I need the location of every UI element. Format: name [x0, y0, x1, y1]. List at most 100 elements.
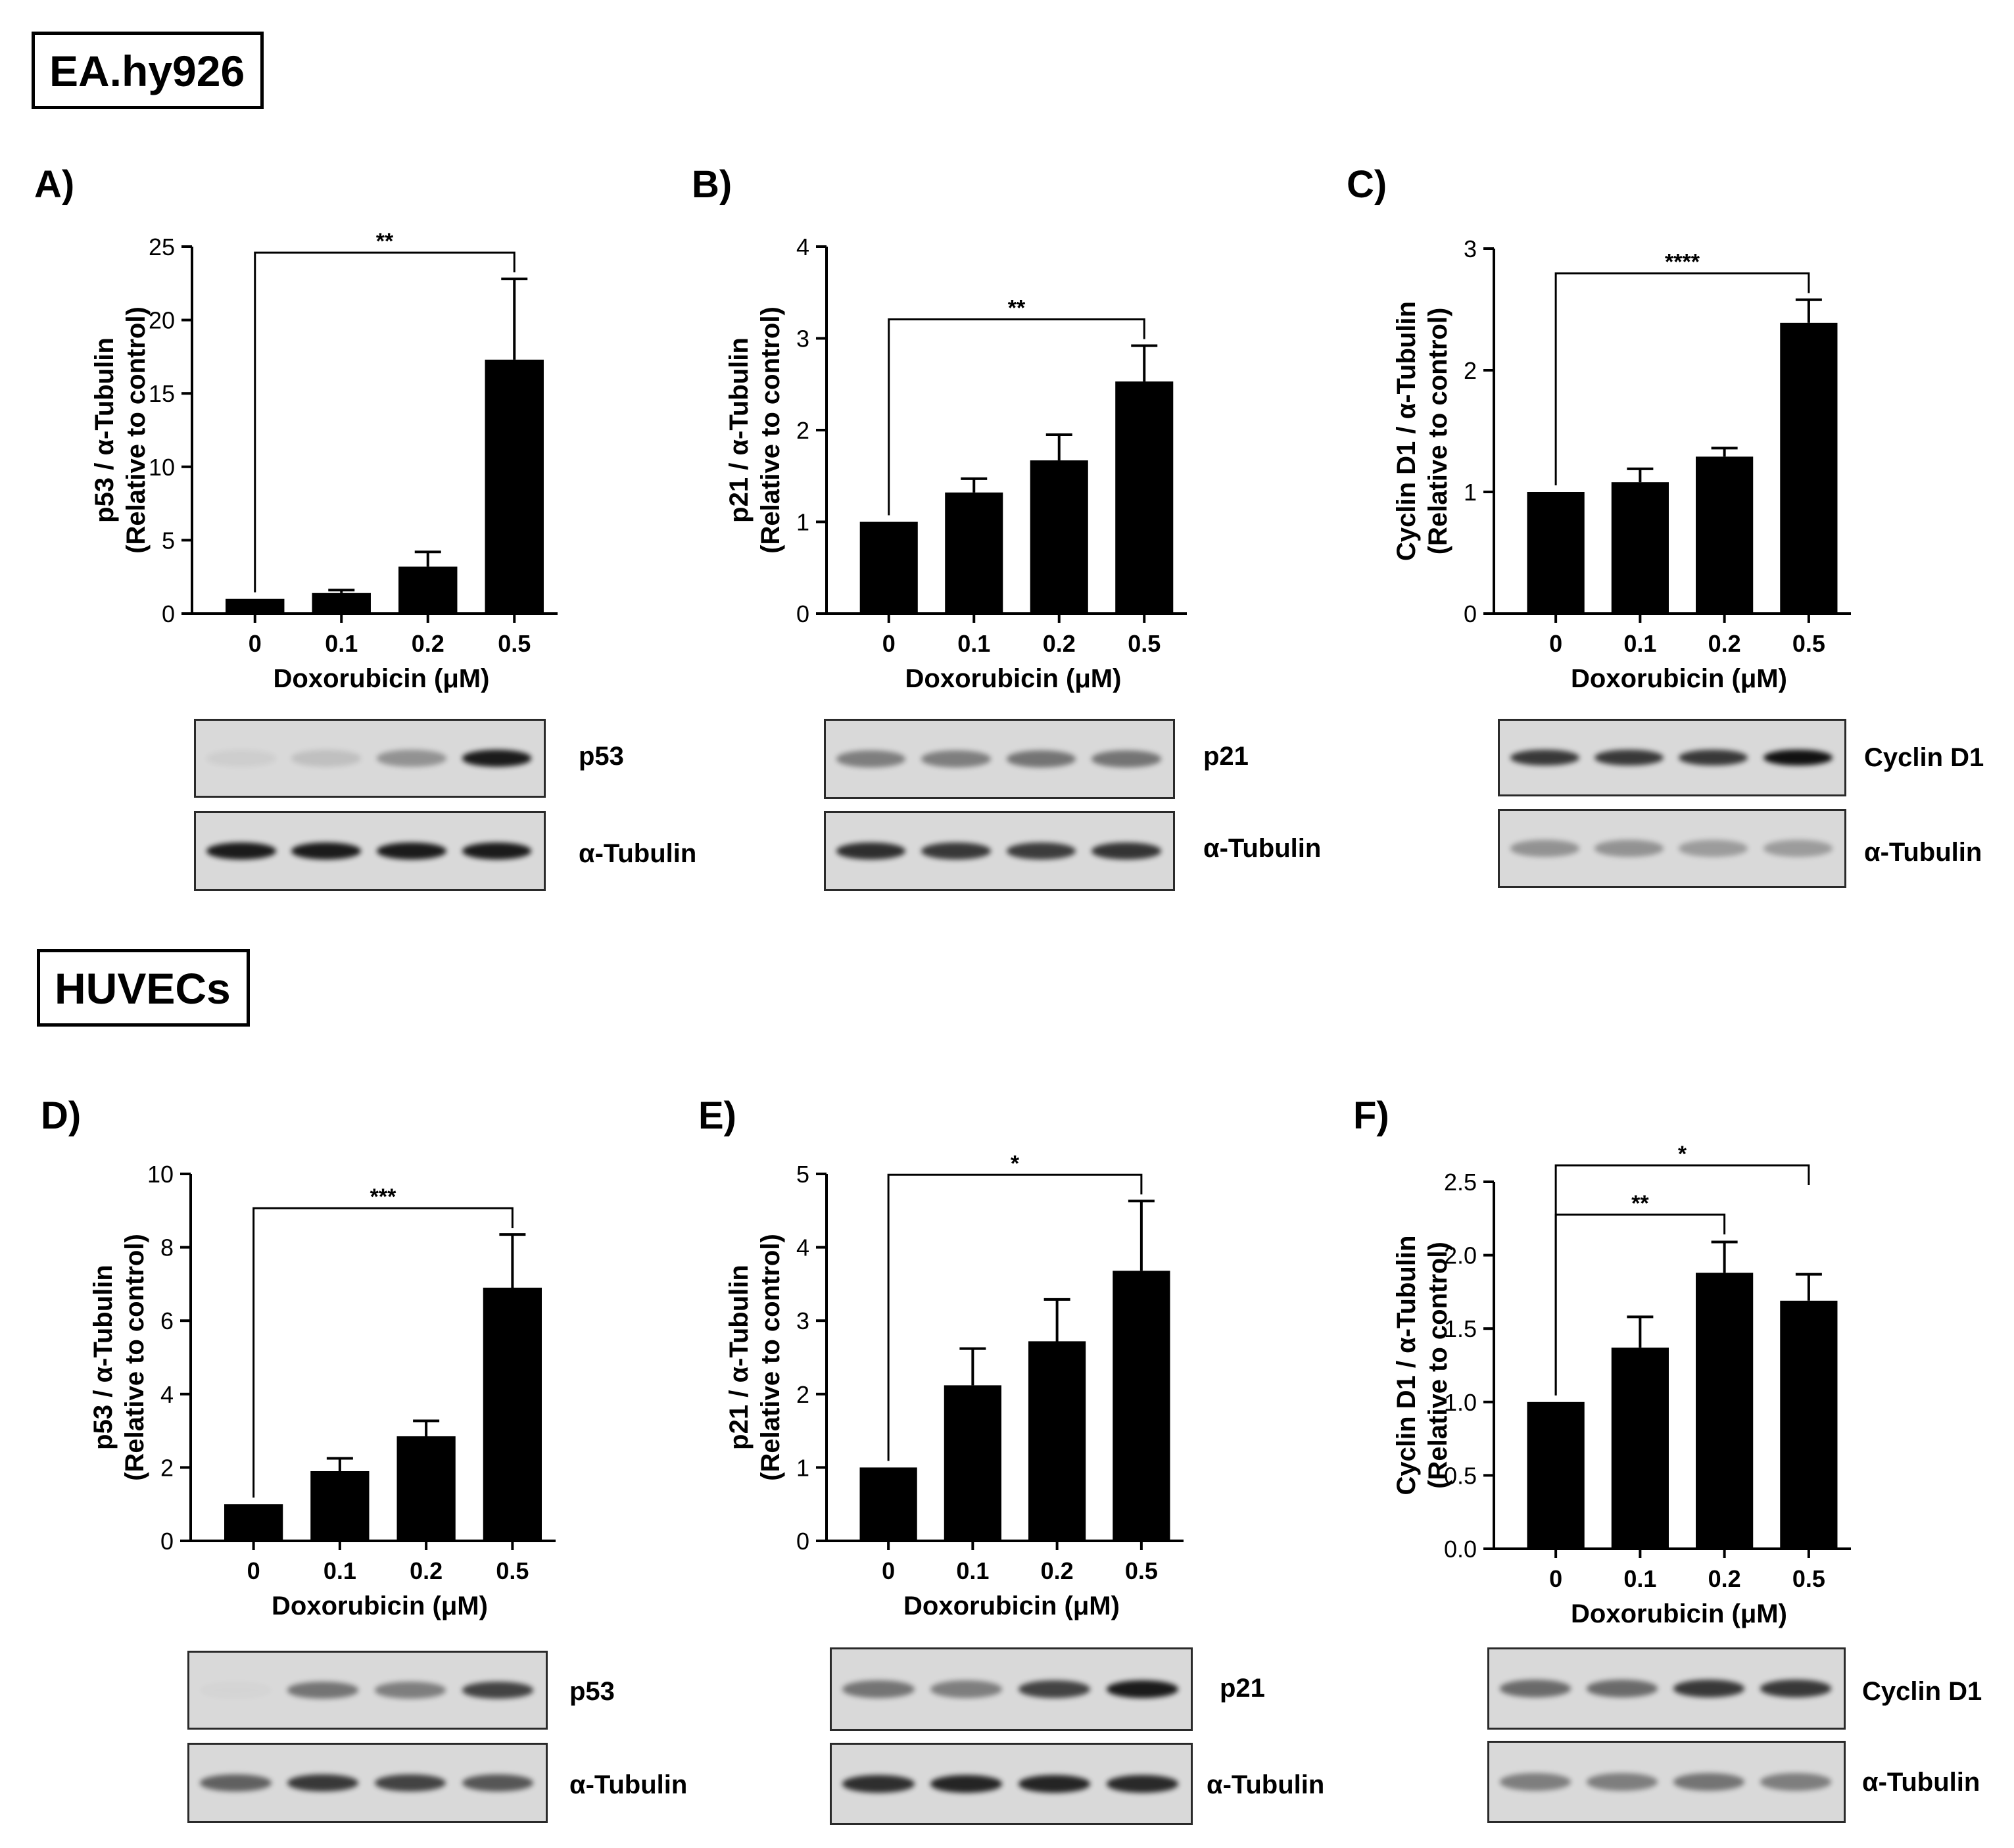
blot-f-bottom	[1487, 1741, 1846, 1823]
blot-d-bottom-band-1	[287, 1774, 359, 1791]
y-tick-label-e-5: 5	[796, 1161, 809, 1188]
y-axis-label-c-line2: (Relative to control)	[1424, 308, 1452, 555]
blot-d-bottom-band-0	[200, 1774, 272, 1791]
blot-b-top-band-2	[1006, 750, 1076, 767]
x-tick-label-f-2: 0.2	[1708, 1565, 1741, 1592]
blot-e-bottom	[830, 1743, 1193, 1825]
blot-e-bottom-band-1	[930, 1775, 1003, 1793]
blot-label-d-bottom: α-Tubulin	[569, 1770, 688, 1799]
blot-label-a-top: p53	[579, 742, 624, 771]
x-axis-label-d: Doxorubicin (μM)	[272, 1592, 488, 1620]
blot-b-top-band-3	[1091, 750, 1161, 767]
y-tick-label-f-5: 2.5	[1444, 1169, 1477, 1196]
x-tick-label-a-2: 0.2	[412, 630, 444, 657]
x-tick-label-c-2: 0.2	[1708, 630, 1741, 657]
blot-a-top-band-2	[377, 750, 446, 767]
blot-a-bottom	[194, 811, 546, 891]
cell-line-title-huvecs: HUVECs	[37, 949, 250, 1027]
bar-f-3	[1780, 1300, 1838, 1549]
y-axis-label-b-line1: p21 / α-Tubulin	[725, 337, 754, 523]
x-tick-label-c-0: 0	[1549, 630, 1562, 657]
x-tick-label-d-1: 0.1	[324, 1557, 356, 1584]
significance-label-d-0: ***	[370, 1184, 396, 1209]
blot-b-bottom-band-1	[921, 842, 991, 860]
blot-d-top-band-0	[200, 1682, 271, 1698]
x-tick-label-b-1: 0.1	[957, 630, 990, 657]
bar-f-1	[1611, 1348, 1669, 1549]
y-axis-label-f-line1: Cyclin D1 / α-Tubulin	[1392, 1236, 1421, 1495]
blot-a-top-band-0	[206, 750, 276, 767]
bar-d-3	[483, 1287, 542, 1541]
blot-c-bottom	[1498, 809, 1846, 888]
blot-a-bottom-band-1	[291, 842, 362, 860]
blot-label-e-bottom: α-Tubulin	[1207, 1770, 1325, 1799]
blot-d-top-band-2	[374, 1682, 446, 1699]
blot-b-top-band-1	[921, 750, 991, 767]
y-tick-label-f-3: 1.5	[1444, 1315, 1477, 1342]
blot-f-top-band-2	[1673, 1680, 1745, 1697]
bar-d-0	[224, 1504, 283, 1541]
blot-a-bottom-band-0	[206, 842, 276, 860]
blot-f-bottom-band-1	[1587, 1773, 1658, 1791]
y-axis-label-f-line2: (Relative to control)	[1424, 1242, 1452, 1489]
bar-f-2	[1696, 1273, 1754, 1549]
x-tick-label-f-1: 0.1	[1623, 1565, 1656, 1592]
blot-b-bottom-band-0	[836, 842, 906, 860]
bar-d-1	[310, 1471, 370, 1541]
blot-label-f-top: Cyclin D1	[1862, 1677, 1982, 1706]
x-tick-label-e-0: 0	[882, 1557, 895, 1584]
y-axis-label-e-line1: p21 / α-Tubulin	[725, 1265, 754, 1450]
blot-c-top	[1498, 719, 1846, 796]
blot-e-bottom-band-0	[842, 1775, 915, 1793]
blot-d-bottom-band-3	[462, 1774, 534, 1791]
significance-bracket-a-0	[254, 251, 515, 593]
x-axis-label-e: Doxorubicin (μM)	[903, 1592, 1120, 1620]
bar-c-0	[1527, 492, 1585, 614]
y-tick-label-a-4: 20	[149, 307, 175, 334]
y-tick-label-e-4: 4	[796, 1234, 809, 1261]
blot-f-top-band-3	[1760, 1680, 1832, 1697]
x-tick-label-c-3: 0.5	[1792, 630, 1825, 657]
x-tick-label-b-0: 0	[882, 630, 896, 657]
bar-a-1	[312, 593, 371, 614]
blot-f-top-band-0	[1500, 1680, 1571, 1697]
blot-a-top-band-1	[291, 750, 362, 767]
blot-b-bottom-band-2	[1006, 842, 1076, 860]
blot-label-c-top: Cyclin D1	[1864, 743, 1984, 772]
significance-bracket-e-0	[887, 1173, 1143, 1461]
blot-d-top-band-3	[462, 1682, 534, 1699]
y-tick-label-f-1: 0.5	[1444, 1462, 1477, 1489]
blot-b-top-band-0	[836, 750, 906, 767]
blot-e-top-band-2	[1018, 1680, 1091, 1698]
x-tick-label-b-3: 0.5	[1128, 630, 1161, 657]
blot-b-bottom-band-3	[1091, 842, 1161, 860]
y-tick-label-e-3: 3	[796, 1307, 809, 1334]
panel-label-f: F)	[1353, 1094, 1389, 1137]
y-tick-label-e-2: 2	[796, 1381, 809, 1408]
y-axis-label-a-line1: p53 / α-Tubulin	[90, 337, 119, 523]
x-tick-label-a-0: 0	[249, 630, 262, 657]
y-tick-label-c-2: 2	[1464, 357, 1477, 384]
bar-b-0	[859, 522, 918, 614]
y-tick-label-d-3: 6	[160, 1307, 174, 1334]
panel-label-a: A)	[34, 163, 75, 206]
bar-e-3	[1113, 1271, 1170, 1541]
y-tick-label-a-0: 0	[162, 600, 175, 627]
significance-bracket-d-0	[252, 1207, 514, 1498]
y-tick-label-c-3: 3	[1464, 235, 1477, 262]
y-tick-label-e-0: 0	[796, 1528, 809, 1555]
blot-a-top	[194, 719, 546, 798]
y-axis-label-e-line2: (Relative to control)	[756, 1234, 785, 1481]
y-tick-label-c-1: 1	[1464, 479, 1477, 506]
significance-bracket-c-0	[1554, 272, 1810, 485]
x-axis-label-f: Doxorubicin (μM)	[1571, 1599, 1787, 1628]
x-axis-label-a: Doxorubicin (μM)	[274, 664, 490, 693]
y-tick-label-a-5: 25	[149, 233, 175, 260]
blot-label-b-top: p21	[1203, 742, 1249, 771]
x-tick-label-d-0: 0	[247, 1557, 260, 1584]
significance-bracket-b-0	[888, 318, 1145, 516]
blot-f-top-band-1	[1587, 1680, 1658, 1697]
y-axis-label-a-line2: (Relative to control)	[122, 306, 151, 554]
x-tick-label-e-3: 0.5	[1125, 1557, 1158, 1584]
